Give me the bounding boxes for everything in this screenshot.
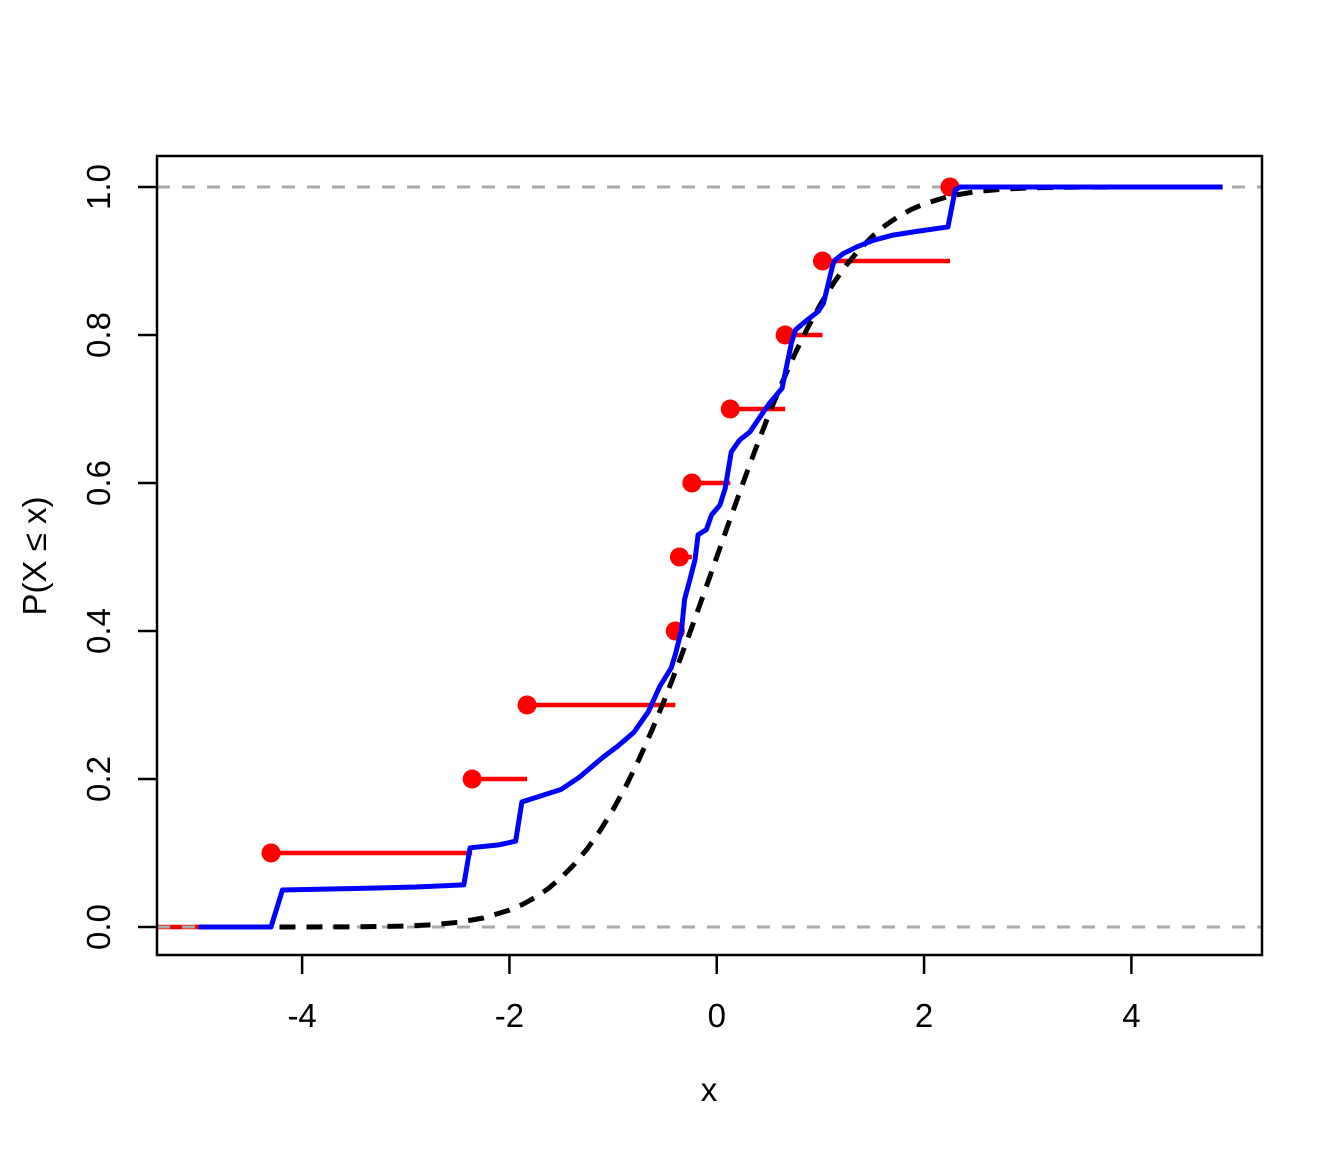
panel-border xyxy=(155,154,1264,957)
x-tick-label: 4 xyxy=(1122,997,1140,1034)
ecdf-point xyxy=(682,473,702,493)
y-axis-title: P(X ≤ x) xyxy=(16,497,53,616)
axes: -4 -2 0 2 4 0.0 0.2 0.4 0.6 0.8 1.0 xyxy=(80,164,1141,1034)
ecdf-point xyxy=(517,695,537,715)
y-tick-label: 0.6 xyxy=(80,460,117,506)
x-axis-title: x xyxy=(701,1071,718,1108)
ecdf-steps xyxy=(157,184,1223,930)
y-tick-label: 0.2 xyxy=(80,756,117,802)
y-tick-label: 0.0 xyxy=(80,904,117,950)
reference-lines xyxy=(157,185,1262,929)
smooth-cdf-curve xyxy=(198,184,1223,930)
y-tick-label: 0.8 xyxy=(80,312,117,358)
x-tick-label: 0 xyxy=(708,997,726,1034)
ecdf-point xyxy=(812,251,832,271)
x-tick-label: 2 xyxy=(915,997,933,1034)
x-tick-label: -2 xyxy=(495,997,524,1034)
ecdf-point xyxy=(720,399,740,419)
theoretical-cdf-curve xyxy=(198,184,1220,930)
y-tick-label: 1.0 xyxy=(80,164,117,210)
y-tick-label: 0.4 xyxy=(80,608,117,654)
ecdf-point xyxy=(462,769,482,789)
plot-layers xyxy=(157,177,1262,930)
ecdf-point xyxy=(669,547,689,567)
ecdf-point xyxy=(261,843,281,863)
ecdf-points xyxy=(261,177,960,863)
x-tick-label: -4 xyxy=(287,997,316,1034)
